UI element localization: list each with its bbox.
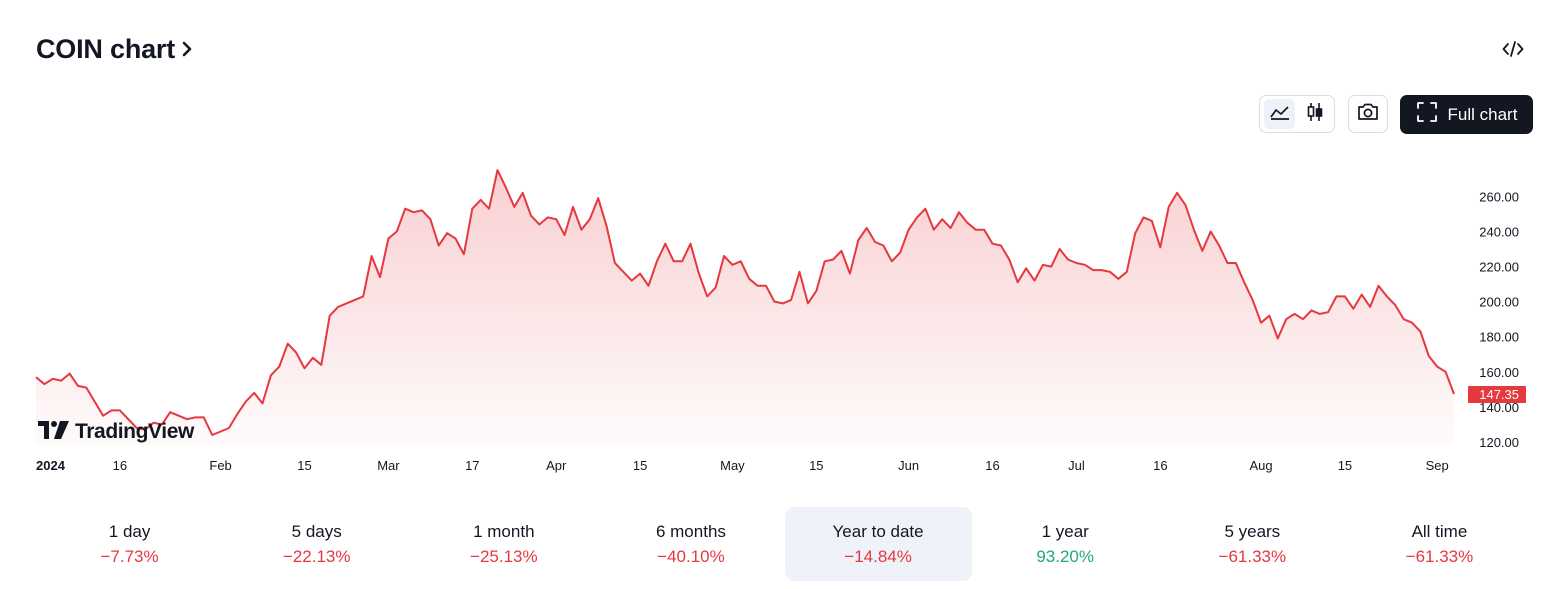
range-tab-6-months[interactable]: 6 months −40.10% (597, 507, 784, 581)
area-chart-icon (1269, 104, 1291, 125)
candlestick-icon (1306, 102, 1324, 127)
y-tick-label: 140.00 (1479, 400, 1519, 415)
range-label: 5 days (291, 521, 342, 541)
y-tick-label: 220.00 (1479, 260, 1519, 275)
price-line (35, 169, 1455, 436)
price-chart[interactable]: 120.00 140.00 160.00 180.00 200.00 220.00 240.… (0, 140, 1550, 485)
y-tick-label: 120.00 (1479, 435, 1519, 450)
chart-title-link[interactable]: COIN chart (36, 34, 193, 65)
range-label: 1 day (108, 521, 151, 541)
x-tick-label: Jul (1068, 458, 1085, 473)
x-tick-label: 2024 (36, 458, 66, 473)
range-tab-5-days[interactable]: 5 days −22.13% (223, 507, 410, 581)
page-title: COIN chart (36, 34, 176, 64)
candles-chart-button[interactable] (1299, 99, 1330, 129)
last-price-tag (1468, 386, 1526, 404)
y-tick-label: 200.00 (1479, 295, 1519, 310)
area-chart-button[interactable] (1264, 99, 1295, 129)
range-change: −22.13% (282, 546, 351, 566)
chevron-right-icon (181, 34, 193, 65)
range-label: 6 months (655, 521, 726, 541)
x-tick-label: Jun (898, 458, 919, 473)
range-tab-all-time[interactable]: All time −61.33% (1346, 507, 1533, 581)
x-tick-label: Mar (377, 458, 400, 473)
x-tick-label: 16 (1153, 458, 1167, 473)
chart-style-toggle (1259, 95, 1335, 133)
range-change: −40.10% (657, 546, 725, 566)
code-icon (1502, 40, 1524, 63)
x-tick-label: Aug (1249, 458, 1272, 473)
tradingview-logo: TradingView (38, 420, 195, 443)
range-change: −61.33% (1405, 546, 1474, 566)
range-change: 93.20% (1036, 546, 1095, 566)
x-tick-label: 17 (465, 458, 479, 473)
range-change: −14.84% (844, 546, 912, 566)
x-tick-label: 15 (809, 458, 823, 473)
range-change: −7.73% (100, 546, 159, 566)
range-label: 1 year (1041, 521, 1089, 541)
range-tab-5-years[interactable]: 5 years −61.33% (1159, 507, 1346, 581)
range-tab-1-year[interactable]: 1 year 93.20% (972, 507, 1159, 581)
y-tick-label: 160.00 (1479, 365, 1519, 380)
embed-code-button[interactable] (1498, 38, 1528, 64)
x-tick-label: 15 (297, 458, 311, 473)
range-label: Year to date (832, 521, 924, 541)
range-tab-1-day[interactable]: 1 day −7.73% (36, 507, 223, 581)
full-chart-button[interactable]: Full chart (1400, 95, 1533, 134)
range-label: 1 month (473, 521, 535, 541)
range-selector: 1 day −7.73% 5 days −22.13% 1 month −25.13% 6 … (36, 507, 1533, 581)
svg-text:TradingView: TradingView (75, 420, 195, 443)
fullscreen-icon (1416, 101, 1438, 128)
range-tab-year-to-date[interactable]: Year to date −14.84% (784, 507, 972, 581)
x-tick-label: 15 (1338, 458, 1352, 473)
range-change: −61.33% (1218, 546, 1287, 566)
y-tick-label: 240.00 (1479, 224, 1519, 239)
range-label: All time (1411, 521, 1468, 541)
x-tick-label: May (720, 458, 745, 473)
range-tab-1-month[interactable]: 1 month −25.13% (410, 507, 597, 581)
full-chart-label: Full chart (1447, 104, 1518, 124)
price-area-fill (36, 170, 1454, 445)
x-tick-label: Sep (1426, 458, 1449, 473)
range-change: −25.13% (470, 546, 538, 566)
y-tick-label: 180.00 (1479, 330, 1519, 345)
x-tick-label: Apr (546, 458, 567, 473)
x-tick-label: 15 (633, 458, 647, 473)
camera-icon (1356, 102, 1380, 127)
x-tick-label: 16 (985, 458, 999, 473)
snapshot-button[interactable] (1348, 95, 1388, 133)
last-price-label: 147.35 (1479, 387, 1519, 402)
x-tick-label: 16 (113, 458, 127, 473)
range-label: 5 years (1224, 521, 1281, 541)
y-tick-label: 260.00 (1479, 189, 1519, 204)
x-tick-label: Feb (209, 458, 231, 473)
